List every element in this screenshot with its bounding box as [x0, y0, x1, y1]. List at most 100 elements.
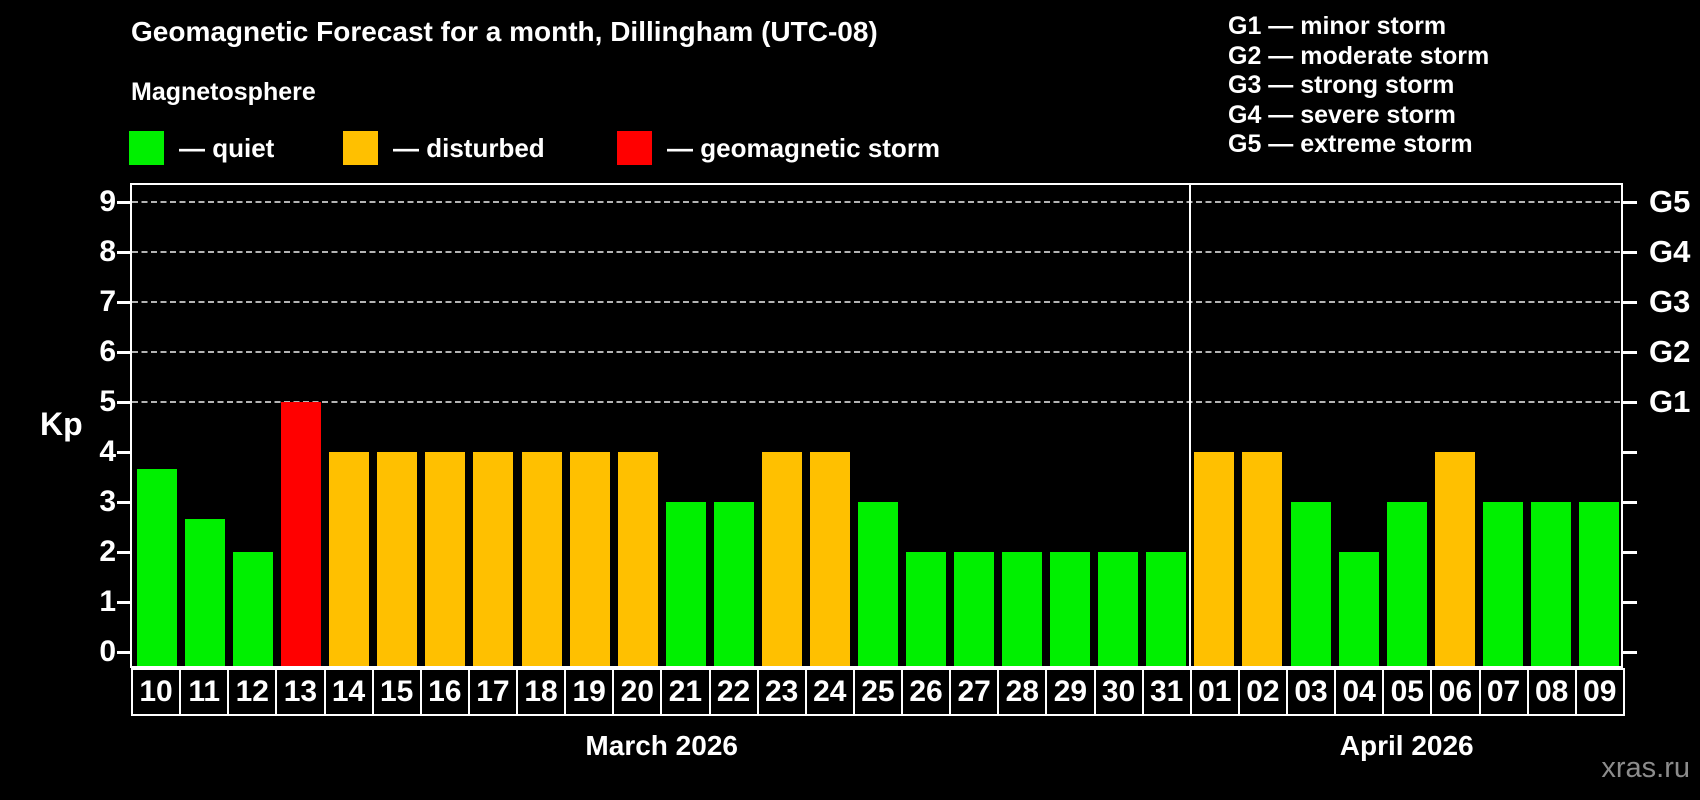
kp-bar-day-27: [954, 552, 995, 666]
kp-bar-day-07: [1482, 502, 1523, 666]
kp-bar-day-10: [137, 468, 177, 666]
left-axis-tick: [117, 251, 131, 254]
gridline-kp8: [132, 251, 1621, 253]
gridline-kp6: [132, 351, 1621, 353]
g-scale-legend: G1 — minor storm G2 — moderate storm G3 …: [1228, 12, 1489, 160]
day-label-02: 02: [1237, 670, 1286, 714]
kp-bar-day-29: [1050, 552, 1091, 666]
day-label-08: 08: [1526, 670, 1575, 714]
plot-area: [130, 183, 1623, 668]
day-label-25: 25: [852, 670, 901, 714]
kp-tick-label-4: 4: [99, 435, 116, 468]
kp-tick-label-9: 9: [99, 185, 116, 218]
legend-label-disturbed: — disturbed: [393, 132, 545, 163]
day-label-12: 12: [227, 670, 275, 714]
kp-bar-day-24: [809, 452, 850, 666]
kp-bar-day-28: [1002, 552, 1043, 666]
day-label-01: 01: [1189, 670, 1238, 714]
left-axis-tick: [117, 401, 131, 404]
g-level-label-G5: G5: [1649, 184, 1691, 219]
g3-legend-line: G3 — strong storm: [1228, 71, 1455, 100]
day-label-24: 24: [804, 670, 853, 714]
right-axis-tick: [1623, 501, 1637, 504]
kp-tick-label-1: 1: [99, 585, 116, 618]
legend-item-storm: — geomagnetic storm: [617, 130, 940, 166]
day-label-06: 06: [1430, 670, 1478, 714]
right-axis-tick: [1623, 451, 1637, 454]
g-level-label-G4: G4: [1649, 234, 1691, 269]
quiet-color-swatch: [129, 131, 164, 165]
kp-bar-day-16: [425, 452, 466, 666]
storm-color-swatch: [617, 131, 652, 165]
gridline-kp5: [132, 401, 1621, 403]
kp-bar-day-05: [1386, 502, 1427, 666]
y-axis-title: Kp: [40, 406, 83, 442]
kp-tick-label-3: 3: [99, 485, 116, 518]
day-label-11: 11: [179, 670, 227, 714]
right-axis-tick: [1623, 601, 1637, 604]
day-label-26: 26: [901, 670, 949, 714]
kp-bar-day-03: [1290, 502, 1331, 666]
left-axis-tick: [117, 301, 131, 304]
kp-tick-label-5: 5: [99, 385, 116, 418]
kp-bar-day-31: [1146, 552, 1187, 666]
date-axis: 10 11 12 13 14 15 16 17 18 19 20 21 22 23 24 25 26 27 28 29…: [131, 668, 1625, 716]
kp-tick-label-8: 8: [99, 235, 116, 268]
day-label-13: 13: [275, 670, 323, 714]
day-label-03: 03: [1286, 670, 1334, 714]
kp-tick-label-0: 0: [99, 635, 116, 668]
day-label-28: 28: [997, 670, 1045, 714]
right-axis-tick: [1623, 401, 1637, 404]
day-label-22: 22: [708, 670, 757, 714]
left-axis-tick: [117, 451, 131, 454]
day-label-21: 21: [660, 670, 708, 714]
g-level-label-G2: G2: [1649, 334, 1691, 369]
kp-bar-day-25: [857, 502, 898, 666]
day-label-31: 31: [1141, 670, 1190, 714]
left-axis-tick: [117, 351, 131, 354]
kp-bar-day-02: [1242, 452, 1283, 666]
magnetosphere-subtitle: Magnetosphere: [131, 78, 316, 106]
kp-bar-day-08: [1530, 502, 1571, 666]
left-axis-tick: [117, 201, 131, 204]
day-label-27: 27: [949, 670, 997, 714]
kp-tick-label-6: 6: [99, 335, 116, 368]
g4-legend-line: G4 — severe storm: [1228, 100, 1456, 129]
g-level-label-G1: G1: [1649, 384, 1691, 419]
left-axis-tick: [117, 651, 131, 654]
kp-bar-day-13: [281, 402, 322, 666]
kp-bar-day-19: [569, 452, 610, 666]
day-label-07: 07: [1478, 670, 1527, 714]
month-caption: April 2026: [1339, 730, 1474, 761]
kp-tick-label-2: 2: [99, 535, 116, 568]
day-label-16: 16: [419, 670, 468, 714]
kp-bar-day-15: [377, 452, 418, 666]
right-axis-tick: [1623, 251, 1637, 254]
left-axis-tick: [117, 501, 131, 504]
kp-bar-day-06: [1434, 452, 1475, 666]
right-axis-tick: [1623, 651, 1637, 654]
day-label-30: 30: [1093, 670, 1142, 714]
kp-bar-day-18: [521, 452, 562, 666]
disturbed-color-swatch: [343, 131, 378, 165]
month-boundary-line: [1189, 185, 1192, 666]
kp-bar-day-23: [761, 452, 802, 666]
right-axis-tick: [1623, 351, 1637, 354]
kp-bar-day-01: [1194, 452, 1235, 666]
day-label-10: 10: [139, 675, 173, 708]
left-axis-tick: [117, 601, 131, 604]
g-level-label-G3: G3: [1649, 284, 1691, 319]
g2-legend-line: G2 — moderate storm: [1228, 41, 1490, 70]
gridline-kp7: [132, 301, 1621, 303]
legend-item-quiet: — quiet: [129, 130, 274, 166]
day-label-15: 15: [371, 670, 420, 714]
kp-bar-day-09: [1578, 502, 1619, 666]
day-label-04: 04: [1334, 670, 1382, 714]
day-label-20: 20: [612, 670, 660, 714]
month-caption: March 2026: [585, 730, 738, 761]
kp-bar-day-04: [1338, 552, 1379, 666]
legend-label-storm: — geomagnetic storm: [667, 132, 941, 163]
kp-bar-day-14: [329, 452, 370, 666]
watermark: xras.ru: [1601, 752, 1690, 784]
